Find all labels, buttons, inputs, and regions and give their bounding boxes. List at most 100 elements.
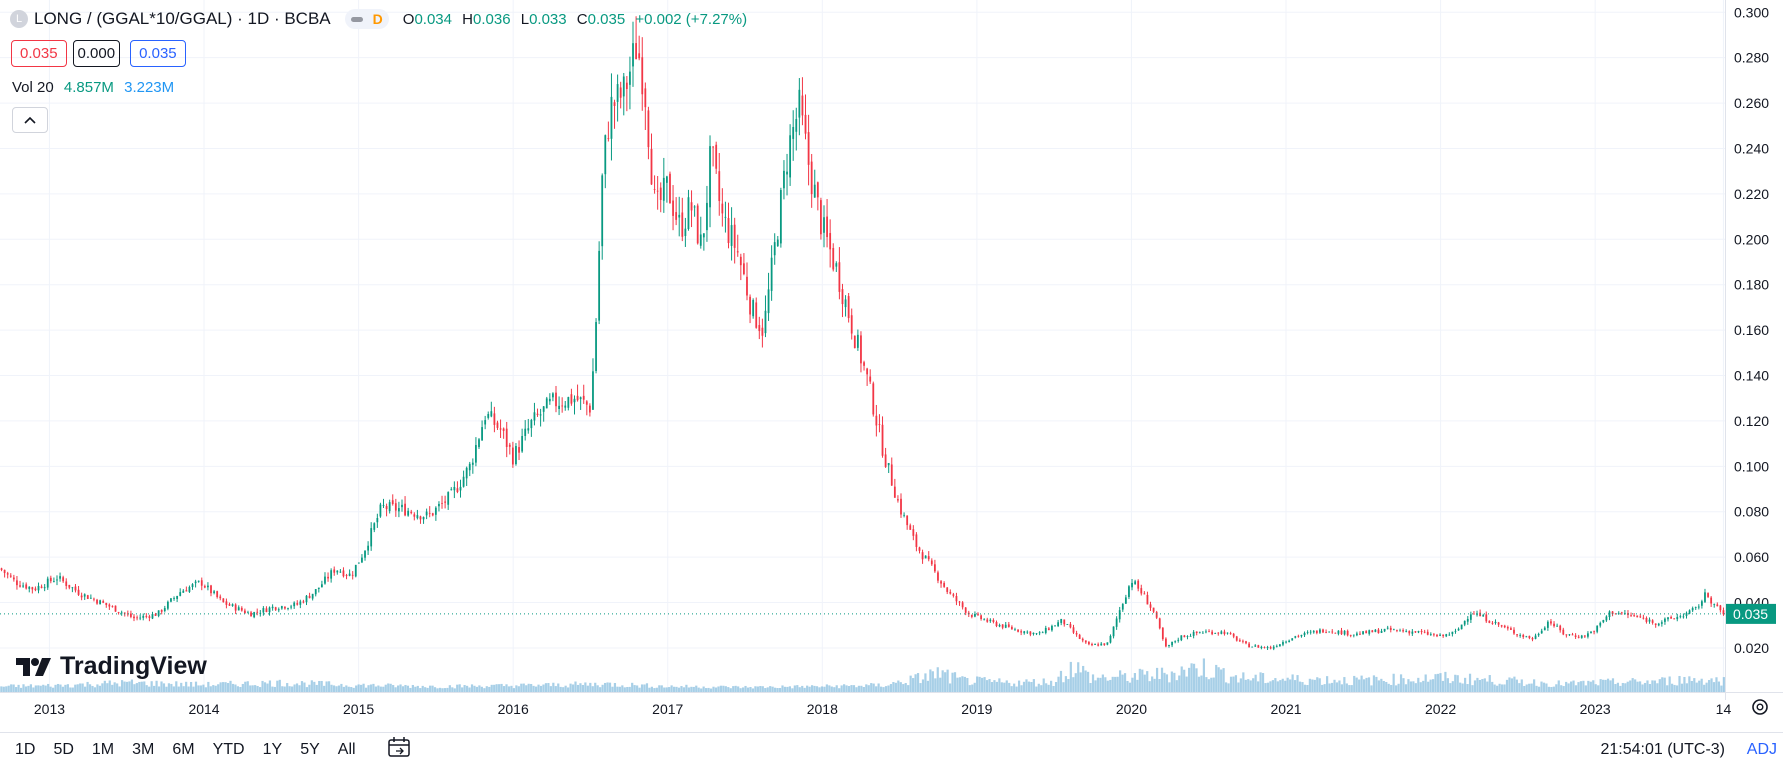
low-label: L: [520, 10, 530, 28]
candle-body: [447, 492, 450, 505]
volume-bar: [143, 681, 146, 692]
volume-bar: [1291, 674, 1294, 692]
candle-body: [1044, 627, 1047, 633]
range-5y-button[interactable]: 5Y: [300, 741, 320, 758]
volume-bar: [847, 686, 851, 692]
volume-bar: [236, 686, 240, 692]
chart-settings-button[interactable]: [1749, 696, 1771, 724]
volume-bar: [1523, 685, 1526, 692]
volume-bar: [207, 681, 210, 692]
volume-bar: [988, 679, 991, 692]
y-tick-label: 0.300: [1734, 4, 1769, 20]
candle-body: [247, 612, 249, 614]
volume-bar: [717, 686, 720, 692]
volume-bar: [7, 685, 10, 692]
volume-bar: [286, 683, 289, 692]
collapse-legend-button[interactable]: [12, 107, 48, 133]
gear-icon: [1752, 699, 1768, 715]
volume-bar: [1641, 684, 1644, 692]
candle-body: [441, 502, 443, 504]
volume-bar: [1328, 683, 1331, 692]
candle-body: [1519, 635, 1522, 636]
candle-body: [1094, 643, 1096, 645]
volume-bar: [803, 687, 806, 692]
volume-label[interactable]: Vol 20: [12, 79, 54, 96]
volume-bar: [998, 678, 1001, 692]
adjust-button[interactable]: ADJ: [1746, 741, 1777, 758]
range-5d-button[interactable]: 5D: [53, 741, 74, 758]
candle-body: [820, 200, 822, 235]
volume-bar: [1274, 678, 1277, 692]
volume-bar: [332, 685, 336, 692]
volume-bar: [458, 684, 461, 692]
range-3m-button[interactable]: 3M: [132, 741, 155, 758]
volume-bar: [1693, 678, 1696, 692]
volume-bar: [1422, 680, 1425, 692]
volume-bar: [650, 686, 654, 692]
candle-body: [1667, 617, 1669, 620]
buy-button[interactable]: 0.035: [130, 40, 186, 67]
volume-bar: [1183, 669, 1186, 692]
range-1y-button[interactable]: 1Y: [262, 741, 283, 758]
candle-body: [823, 217, 825, 233]
volume-bar: [584, 682, 587, 692]
range-1m-button[interactable]: 1M: [91, 741, 115, 758]
volume-bar: [1683, 676, 1686, 692]
volume-bar: [1606, 678, 1610, 692]
volume-bar: [133, 684, 136, 692]
range-all-button[interactable]: All: [337, 741, 356, 758]
volume-bar: [919, 683, 922, 692]
volume-bar: [1106, 680, 1109, 692]
candle-body: [1405, 631, 1408, 632]
candle-body: [22, 585, 25, 587]
candle-body: [1614, 613, 1617, 615]
volume-bar: [123, 681, 126, 692]
volume-bar: [860, 685, 863, 692]
volume-bar: [54, 684, 57, 692]
volume-bar: [1050, 680, 1053, 692]
symbol-title[interactable]: LONG / (GGAL*10/GGAL) · 1D · BCBA: [34, 9, 331, 28]
volume-bar: [44, 685, 47, 692]
volume-bar: [1086, 671, 1090, 692]
candle-body: [231, 604, 234, 606]
candle-body: [1306, 632, 1309, 634]
volume-bar: [857, 685, 861, 692]
candle-body: [1032, 632, 1035, 635]
range-1d-button[interactable]: 1D: [15, 741, 36, 758]
y-tick-label: 0.240: [1734, 140, 1769, 156]
candle-body: [595, 322, 597, 372]
range-6m-button[interactable]: 6M: [172, 741, 195, 758]
candle-body: [539, 414, 542, 416]
volume-bar: [433, 687, 437, 692]
volume-bar: [1597, 685, 1600, 692]
range-ytd-button[interactable]: YTD: [212, 741, 245, 758]
candle-body: [1664, 618, 1666, 622]
volume-bar: [663, 687, 666, 692]
market-status-pill[interactable]: D: [344, 9, 389, 29]
volume-bar: [801, 685, 804, 692]
candle-body: [638, 53, 641, 59]
volume-bar: [1540, 681, 1543, 692]
volume-bar: [246, 681, 249, 692]
volume-bar: [473, 685, 476, 692]
tradingview-logo[interactable]: TradingView: [16, 652, 207, 681]
candle-body: [1673, 618, 1676, 620]
volume-bar: [140, 681, 143, 692]
volume-bar: [1431, 679, 1435, 692]
volume-bar: [1195, 668, 1198, 692]
candle-body: [197, 580, 200, 582]
volume-bar: [335, 686, 338, 692]
candle-body: [903, 514, 905, 516]
volume-bar: [810, 685, 814, 692]
volume-bar: [1451, 681, 1454, 692]
clock-time[interactable]: 21:54:01 (UTC-3): [1600, 741, 1726, 758]
candle-body: [1442, 634, 1445, 637]
go-to-date-button[interactable]: [387, 736, 411, 764]
candle-body: [582, 395, 585, 400]
candle-body: [290, 606, 292, 608]
candle-body: [1620, 612, 1623, 614]
sell-button[interactable]: 0.035: [11, 40, 67, 67]
candle-body: [746, 276, 748, 296]
volume-bar: [1057, 676, 1060, 692]
